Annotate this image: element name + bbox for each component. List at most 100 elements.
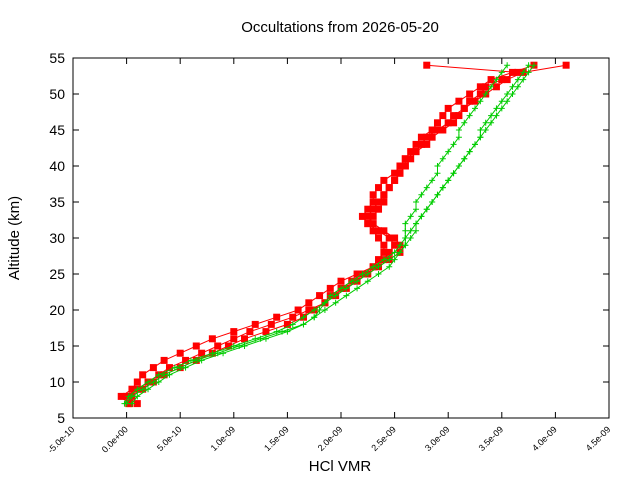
series-layer (117, 61, 570, 408)
series-line (131, 64, 535, 404)
y-tick-label: 15 (49, 338, 65, 354)
data-point (300, 321, 307, 328)
data-point (192, 342, 200, 350)
data-point (418, 191, 425, 198)
data-point (401, 162, 409, 170)
data-point (413, 199, 420, 205)
y-tick-label: 25 (49, 266, 65, 282)
data-point (396, 242, 403, 249)
data-point (375, 263, 382, 270)
data-point (493, 112, 500, 119)
data-point (375, 205, 383, 213)
x-tick-label: 3.0e-09 (423, 424, 452, 453)
data-point (369, 198, 377, 206)
data-point (455, 163, 462, 169)
data-point (504, 98, 511, 105)
data-point (562, 61, 570, 69)
data-point (445, 148, 452, 155)
data-point (160, 356, 168, 364)
data-point (311, 314, 318, 321)
data-point (418, 213, 425, 220)
data-point (359, 271, 366, 277)
data-point (514, 83, 521, 90)
data-point (369, 220, 377, 228)
data-point (461, 155, 468, 162)
data-point (514, 76, 521, 83)
data-point (391, 249, 398, 256)
data-point (402, 235, 409, 241)
data-point (402, 242, 409, 249)
data-point (149, 364, 157, 372)
data-point (128, 385, 136, 393)
data-point (166, 371, 173, 378)
data-point (391, 169, 399, 177)
data-point (417, 133, 425, 141)
data-point (353, 270, 361, 278)
data-point (487, 76, 495, 84)
data-point (198, 349, 206, 357)
data-point (450, 141, 457, 148)
data-point (182, 356, 190, 364)
data-point (455, 97, 463, 105)
data-point (230, 328, 238, 336)
y-tick-label: 20 (49, 302, 65, 318)
data-point (407, 155, 415, 163)
data-point (439, 126, 447, 134)
data-point (466, 90, 474, 98)
data-point (133, 378, 141, 386)
data-point (380, 227, 388, 235)
data-point (450, 170, 457, 177)
series-line (125, 64, 567, 405)
data-point (198, 357, 205, 364)
y-tick-label: 5 (57, 410, 65, 426)
data-point (455, 112, 463, 120)
data-point (482, 127, 489, 133)
data-point (407, 227, 414, 234)
data-point (123, 400, 130, 407)
chart-title: Occultations from 2026-05-20 (241, 19, 439, 36)
data-point (472, 141, 478, 148)
data-point (224, 342, 232, 350)
x-tick-label: 2.5e-09 (369, 424, 398, 453)
data-point (273, 313, 281, 321)
data-point (498, 98, 505, 105)
data-point (444, 104, 452, 112)
data-point (482, 91, 489, 97)
x-tick-label: 2.0e-09 (316, 424, 345, 453)
data-point (423, 184, 430, 191)
data-point (375, 227, 383, 235)
data-point (139, 371, 147, 379)
data-point (380, 176, 388, 184)
data-point (423, 61, 431, 69)
data-point (413, 220, 420, 227)
x-tick-label: 1.0e-09 (209, 424, 238, 453)
data-point (321, 299, 328, 306)
data-point (429, 199, 436, 205)
data-point (364, 220, 372, 228)
data-point (482, 83, 490, 91)
data-point (504, 91, 511, 97)
data-point (364, 205, 372, 213)
data-point (380, 241, 388, 249)
data-point (445, 177, 452, 184)
data-point (482, 119, 489, 126)
data-point (370, 263, 377, 270)
data-point (412, 148, 420, 156)
data-point (471, 97, 479, 105)
data-point (150, 379, 157, 385)
data-point (380, 248, 388, 256)
data-point (343, 285, 350, 292)
data-point (380, 198, 388, 206)
data-point (434, 170, 441, 177)
data-point (241, 343, 248, 349)
data-point (375, 271, 382, 277)
x-tick-label: -5.0e-10 (46, 424, 77, 455)
data-point (283, 320, 291, 328)
data-point (375, 184, 383, 192)
data-point (407, 235, 414, 241)
data-point (492, 83, 500, 91)
data-point (348, 278, 355, 285)
data-point (375, 234, 383, 242)
data-point (466, 112, 473, 119)
data-point (165, 364, 173, 372)
